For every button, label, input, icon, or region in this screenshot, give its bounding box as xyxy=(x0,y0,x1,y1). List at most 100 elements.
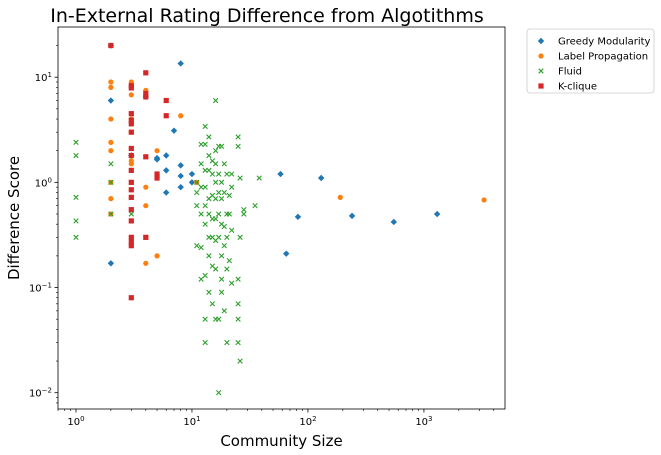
point-label-propagation xyxy=(143,184,149,190)
point-fluid xyxy=(198,244,204,251)
point-fluid xyxy=(198,141,204,148)
point-fluid xyxy=(224,339,230,346)
point-label-propagation xyxy=(143,260,149,266)
plot-area-frame xyxy=(57,26,506,410)
y-tick-label: 101 xyxy=(35,71,52,84)
point-fluid xyxy=(108,179,114,186)
legend-item-k-clique: K-clique xyxy=(538,82,597,93)
point-label-propagation xyxy=(108,196,114,202)
point-fluid xyxy=(198,276,204,282)
point-fluid xyxy=(252,203,258,209)
point-fluid xyxy=(212,161,219,167)
point-fluid xyxy=(194,179,200,186)
legend-label: Greedy Modularity xyxy=(558,37,651,48)
point-k-clique xyxy=(128,121,134,127)
point-label-propagation xyxy=(337,194,343,200)
point-k-clique xyxy=(128,85,134,91)
point-k-clique xyxy=(143,234,149,240)
point-greedy-modularity xyxy=(348,212,356,220)
point-fluid xyxy=(198,211,204,217)
point-fluid xyxy=(202,123,208,130)
axis-ticks: 100 101 102 103 10−2 10−1 100 101 xyxy=(29,45,495,428)
point-fluid xyxy=(108,161,114,167)
point-fluid xyxy=(202,316,208,322)
point-fluid xyxy=(73,139,79,146)
point-k-clique xyxy=(143,70,149,76)
point-label-propagation xyxy=(143,203,149,209)
point-greedy-modularity xyxy=(177,172,184,180)
point-label-propagation xyxy=(108,84,114,90)
point-fluid xyxy=(212,266,219,272)
point-fluid xyxy=(206,152,212,159)
point-greedy-modularity xyxy=(107,260,115,267)
x-tick-label: 101 xyxy=(183,415,200,428)
point-label-propagation xyxy=(154,148,160,154)
point-fluid xyxy=(108,211,114,217)
point-k-clique xyxy=(128,145,134,152)
point-k-clique xyxy=(128,167,134,173)
point-label-propagation xyxy=(128,92,134,98)
x-tick-label: 103 xyxy=(415,415,432,428)
legend-marker-label-propagation xyxy=(538,53,544,59)
point-fluid xyxy=(194,242,200,249)
point-greedy-modularity xyxy=(188,170,196,178)
point-fluid xyxy=(218,195,225,202)
point-fluid xyxy=(224,171,230,177)
point-greedy-modularity xyxy=(107,97,115,104)
point-fluid xyxy=(221,161,227,167)
point-fluid xyxy=(198,161,204,167)
point-fluid xyxy=(202,184,208,190)
point-greedy-modularity xyxy=(294,213,302,221)
point-fluid xyxy=(202,339,208,346)
point-fluid xyxy=(202,272,208,279)
point-label-propagation xyxy=(154,253,160,259)
y-tick-label: 10−2 xyxy=(29,387,52,400)
point-k-clique xyxy=(128,117,134,123)
point-k-clique xyxy=(143,94,149,100)
y-tick-label: 100 xyxy=(35,176,52,189)
point-greedy-modularity xyxy=(433,210,441,218)
point-k-clique xyxy=(163,97,169,104)
point-greedy-modularity xyxy=(188,179,196,186)
y-axis-label: Difference Score xyxy=(5,156,23,280)
legend: Greedy Modularity Label Propagation Fluid K… xyxy=(526,28,655,94)
point-fluid xyxy=(215,316,222,322)
point-k-clique xyxy=(143,154,149,160)
point-fluid xyxy=(215,211,222,217)
point-fluid xyxy=(206,289,212,296)
legend-marker-k-clique xyxy=(538,83,544,89)
legend-marker-fluid xyxy=(538,68,544,74)
point-fluid xyxy=(228,280,235,286)
point-fluid xyxy=(128,211,134,217)
point-fluid xyxy=(235,339,241,346)
point-fluid xyxy=(212,179,219,186)
series-fluid xyxy=(73,97,262,396)
point-fluid xyxy=(241,206,247,213)
point-fluid xyxy=(73,218,79,224)
point-fluid xyxy=(235,276,241,282)
point-greedy-modularity xyxy=(177,60,184,67)
point-fluid xyxy=(237,358,243,364)
point-fluid xyxy=(228,184,235,190)
point-fluid xyxy=(226,257,233,264)
point-greedy-modularity xyxy=(163,152,170,159)
point-fluid xyxy=(228,171,235,177)
point-label-propagation xyxy=(108,139,114,145)
point-label-propagation xyxy=(128,161,134,167)
point-k-clique xyxy=(154,171,160,177)
point-fluid xyxy=(241,211,247,217)
point-fluid xyxy=(221,189,227,196)
point-fluid xyxy=(215,171,222,177)
legend-label: Fluid xyxy=(558,67,582,78)
point-fluid xyxy=(202,221,208,227)
point-fluid xyxy=(256,175,262,181)
legend-item-fluid: Fluid xyxy=(538,67,582,78)
point-label-propagation xyxy=(178,113,184,119)
chart-title: In-External Rating Difference from Algot… xyxy=(50,5,484,27)
point-fluid xyxy=(235,143,241,150)
y-tick-label: 10−1 xyxy=(29,282,52,295)
point-fluid xyxy=(218,276,225,282)
point-k-clique xyxy=(163,113,169,119)
point-k-clique xyxy=(128,194,134,200)
